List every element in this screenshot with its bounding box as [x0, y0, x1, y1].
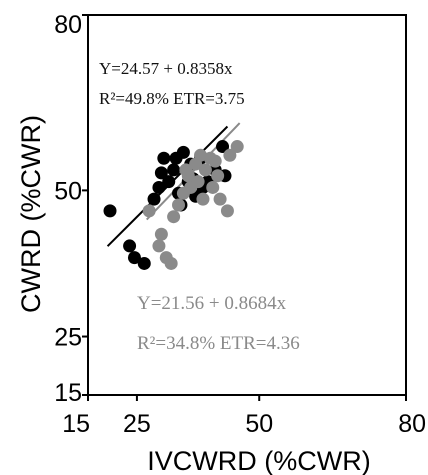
- black-data-point: [154, 166, 168, 180]
- black-data-point: [137, 256, 151, 270]
- x-tick-label: 15: [62, 410, 90, 438]
- gray-data-point: [152, 239, 166, 253]
- gray-data-point: [230, 140, 244, 154]
- gray-data-point: [191, 175, 205, 189]
- x-tick-label: 80: [398, 410, 426, 438]
- gray-data-point: [164, 256, 178, 270]
- black-data-point: [123, 239, 137, 253]
- plot-border: [87, 14, 407, 396]
- gray-data-point: [142, 204, 156, 218]
- black-data-point: [152, 180, 166, 194]
- gray-data-point: [198, 163, 212, 177]
- black-series-equation: Y=24.57 + 0.8358x: [99, 59, 233, 78]
- y-tick-label: 80: [54, 11, 82, 39]
- black-series-stats: R²=49.8% ETR=3.75: [99, 89, 245, 108]
- gray-series-equation: Y=21.56 + 0.8684x: [137, 293, 287, 314]
- black-data-point: [157, 151, 171, 165]
- gray-data-point: [194, 148, 208, 162]
- black-data-point: [162, 175, 176, 189]
- gray-data-point: [172, 198, 186, 212]
- gray-series-stats: R²=34.8% ETR=4.36: [137, 333, 300, 354]
- gray-data-point: [179, 163, 193, 177]
- black-data-point: [147, 192, 161, 206]
- x-tick-label: 50: [245, 410, 273, 438]
- data-points: [103, 140, 244, 270]
- plot-frame: [87, 14, 407, 396]
- gray-data-point: [206, 180, 220, 194]
- gray-data-point: [154, 227, 168, 241]
- gray-series-fit-line: [145, 122, 241, 221]
- gray-data-point: [220, 204, 234, 218]
- x-tick-label: 25: [123, 410, 151, 438]
- gray-data-point: [223, 148, 237, 162]
- gray-data-point: [208, 154, 222, 168]
- black-data-point: [216, 140, 230, 154]
- black-data-point: [127, 251, 141, 265]
- x-axis-label: IVCWRD (%CWR): [147, 446, 370, 475]
- gray-data-point: [167, 210, 181, 224]
- black-data-point: [103, 204, 117, 218]
- black-data-point: [169, 151, 183, 165]
- black-data-point: [167, 163, 181, 177]
- gray-data-point: [196, 192, 210, 206]
- gray-data-point: [211, 169, 225, 183]
- y-tick-label: 50: [54, 177, 82, 205]
- tick-marks: [82, 14, 407, 401]
- y-tick-label: 15: [54, 379, 82, 407]
- y-axis-label: CWRD (%CWR): [16, 115, 46, 313]
- tick-labels: 15 25 50 80 15 25 50 80: [54, 11, 426, 438]
- y-tick-label: 25: [54, 324, 82, 352]
- gray-data-point: [213, 192, 227, 206]
